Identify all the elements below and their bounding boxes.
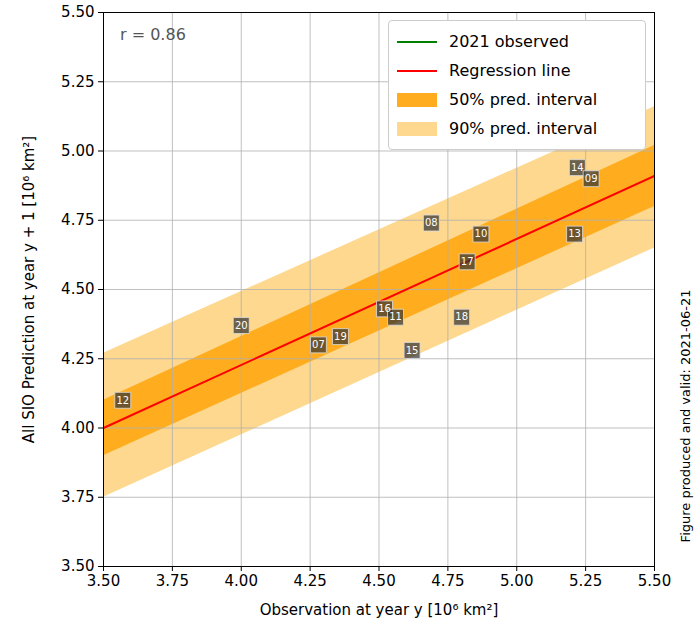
svg-text:Figure produced and valid: 202: Figure produced and valid: 2021-06-21	[678, 290, 693, 543]
svg-text:14: 14	[571, 162, 584, 173]
svg-text:3.75: 3.75	[156, 572, 189, 590]
html-text:90% pred. interval: 90% pred. interval	[449, 119, 598, 138]
svg-text:3.75: 3.75	[61, 488, 94, 506]
html-text:Regression line: Regression line	[449, 61, 571, 80]
svg-text:5.50: 5.50	[61, 3, 94, 21]
svg-text:20: 20	[235, 320, 248, 331]
svg-text:5.00: 5.00	[61, 142, 94, 160]
svg-text:13: 13	[568, 228, 581, 239]
svg-text:r = 0.86: r = 0.86	[120, 25, 186, 44]
svg-text:07: 07	[312, 339, 325, 350]
svg-text:5.50: 5.50	[638, 572, 671, 590]
svg-text:4.25: 4.25	[293, 572, 326, 590]
svg-text:3.50: 3.50	[87, 572, 120, 590]
svg-text:4.50: 4.50	[61, 280, 94, 298]
svg-text:5.00: 5.00	[500, 572, 533, 590]
svg-text:17: 17	[461, 256, 474, 267]
svg-text:10: 10	[475, 228, 488, 239]
svg-text:4.00: 4.00	[225, 572, 258, 590]
html-text:50% pred. interval: 50% pred. interval	[449, 90, 598, 109]
svg-text:4.75: 4.75	[61, 211, 94, 229]
svg-text:16: 16	[378, 303, 391, 315]
svg-text:All SIO Prediction at year y +: All SIO Prediction at year y + 1 [10⁶ km…	[20, 136, 38, 443]
svg-text:5.25: 5.25	[569, 572, 602, 590]
svg-text:15: 15	[406, 345, 419, 356]
svg-text:3.50: 3.50	[61, 557, 95, 576]
html-text:2021 observed: 2021 observed	[449, 32, 569, 51]
svg-text:18: 18	[455, 311, 468, 322]
svg-text:12: 12	[116, 395, 129, 406]
svg-text:4.00: 4.00	[61, 419, 94, 437]
svg-text:11: 11	[389, 311, 402, 322]
svg-text:4.25: 4.25	[61, 350, 94, 368]
svg-text:4.50: 4.50	[362, 572, 395, 590]
svg-text:Observation at year y [10⁶ km²: Observation at year y [10⁶ km²]	[260, 601, 499, 619]
svg-text:08: 08	[425, 217, 438, 228]
svg-text:09: 09	[585, 173, 598, 184]
svg-text:5.25: 5.25	[61, 73, 94, 91]
svg-text:4.75: 4.75	[431, 572, 464, 590]
svg-text:19: 19	[334, 331, 347, 342]
